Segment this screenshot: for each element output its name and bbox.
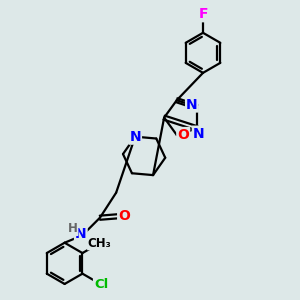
Text: N: N [129, 130, 141, 144]
Text: CH₃: CH₃ [88, 237, 111, 250]
Text: F: F [198, 7, 208, 21]
Text: Cl: Cl [94, 278, 108, 291]
Text: H: H [68, 222, 78, 236]
Text: O: O [118, 209, 130, 223]
Text: N: N [193, 127, 204, 141]
Text: O: O [177, 128, 189, 142]
Text: N: N [75, 227, 87, 241]
Text: N: N [186, 98, 198, 112]
